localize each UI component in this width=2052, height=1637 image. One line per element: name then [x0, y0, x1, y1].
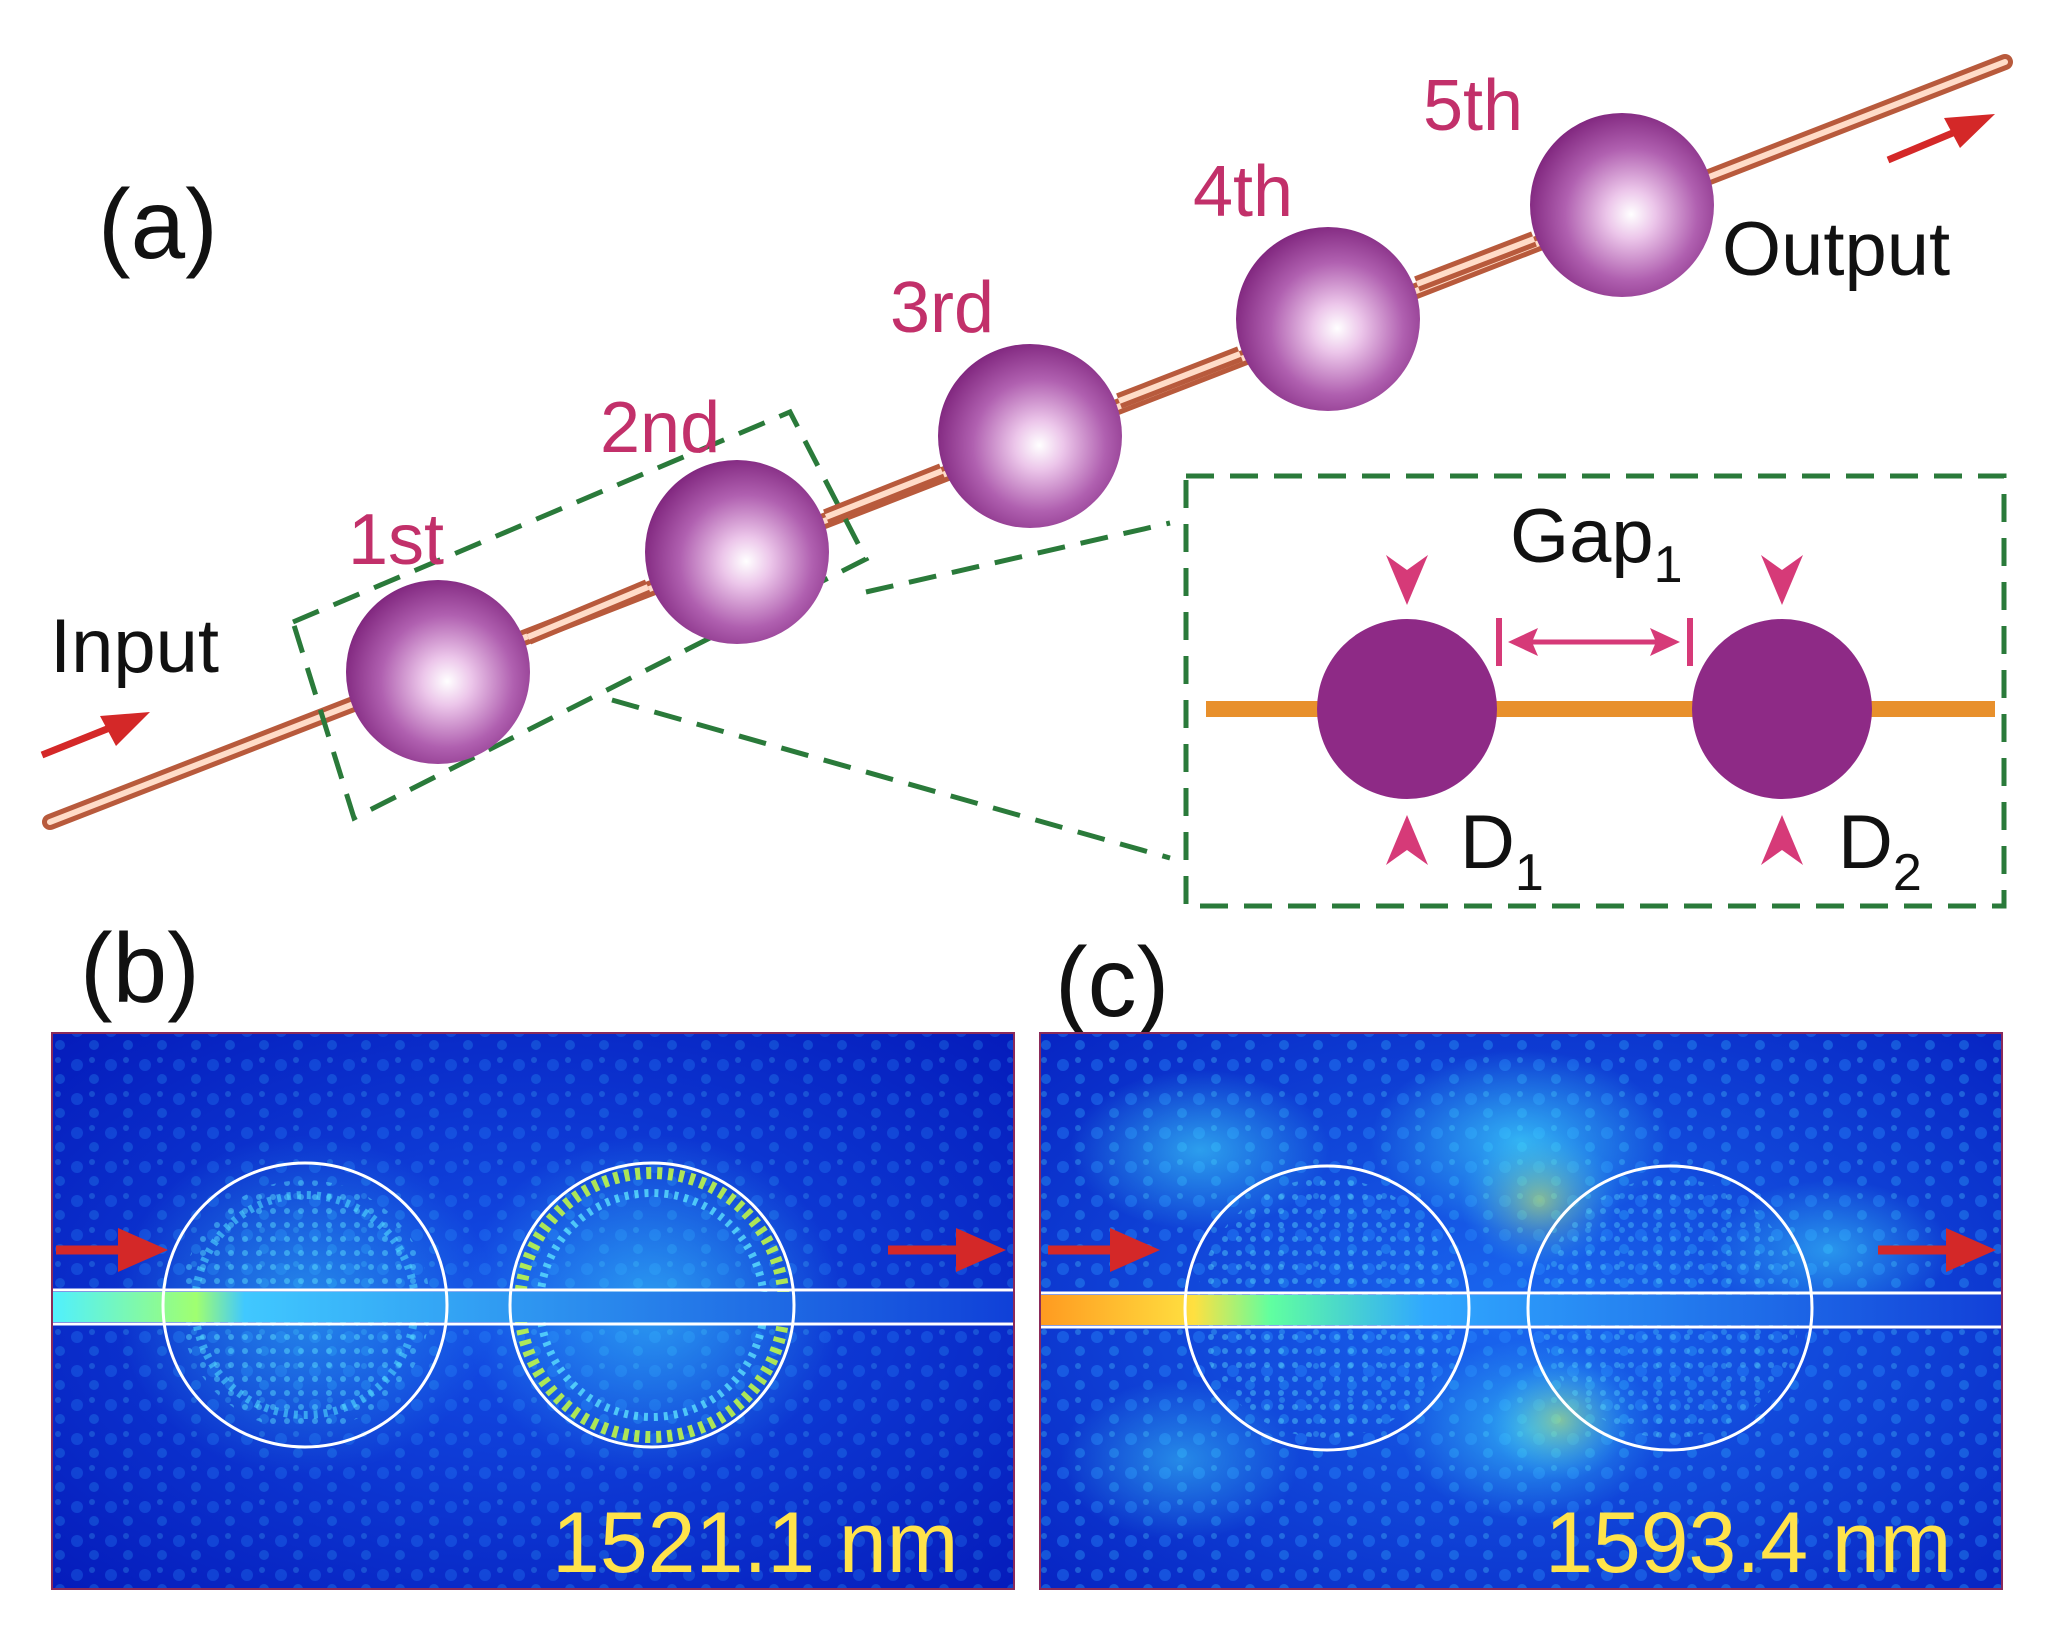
- input-arrow-c-head: [1110, 1228, 1160, 1272]
- d2-bottom-marker-notch: [1761, 850, 1803, 865]
- sphere-label-3: 3rd: [890, 268, 994, 348]
- zoom-line-top: [865, 520, 1171, 595]
- gap-subscript: 1: [1654, 536, 1683, 594]
- gap-arrow-right-head: [1650, 628, 1680, 656]
- sphere-4: [1236, 227, 1420, 411]
- resonator-outline-c-1: [1183, 1164, 1471, 1452]
- sphere-label-4: 4th: [1193, 152, 1293, 232]
- d1-subscript: 1: [1515, 844, 1544, 902]
- fiber-seg-2h: [824, 468, 944, 520]
- input-arrow-head: [100, 712, 150, 746]
- wavelength-label-b: 1521.1 nm: [552, 1495, 958, 1591]
- d2-bottom-marker: [1761, 815, 1803, 865]
- sphere-1: [346, 580, 530, 764]
- resonator-outline-b-2: [508, 1161, 796, 1449]
- panel-a: (a) Input Output 1st 2nd: [40, 54, 2013, 909]
- sphere-2: [645, 460, 829, 644]
- d1-top-marker-notch: [1386, 555, 1428, 570]
- gap-label: Gap1: [1510, 494, 1683, 594]
- sphere-label-2: 2nd: [600, 388, 720, 468]
- zoom-line-bottom: [611, 697, 1171, 861]
- sphere-label-5: 5th: [1423, 66, 1523, 146]
- input-arrow-b-head: [118, 1228, 168, 1272]
- fiber-seg-3h: [1117, 351, 1242, 404]
- inset: Gap1 D1 D2: [1183, 473, 2007, 909]
- field-map-b: [51, 1032, 1015, 1590]
- input-label: Input: [50, 604, 219, 689]
- output-arrow: [1886, 128, 1957, 164]
- wavelength-label-c: 1593.4 nm: [1545, 1495, 1951, 1591]
- panel-a-label: (a): [98, 169, 218, 279]
- d1-bottom-marker: [1386, 815, 1428, 865]
- inset-sphere-2: [1692, 619, 1872, 799]
- panel-c-label: (c): [1055, 927, 1169, 1037]
- panel-c: (c): [1039, 927, 2003, 1591]
- d2-label: D2: [1838, 800, 1922, 902]
- d2-top-marker: [1761, 555, 1803, 605]
- output-arrow-head: [1944, 114, 1995, 148]
- panel-b: (b) 1521.1 nm: [51, 913, 1015, 1591]
- d2-subscript: 2: [1893, 844, 1922, 902]
- output-label: Output: [1722, 207, 1950, 292]
- resonator-outline-b-1: [161, 1161, 449, 1449]
- output-arrow-c-head: [1946, 1228, 1996, 1272]
- resonator-outline-c-2: [1526, 1164, 1814, 1452]
- panel-b-label: (b): [80, 913, 200, 1023]
- sphere-5: [1530, 113, 1714, 297]
- input-arrow: [40, 723, 114, 759]
- sphere-3: [938, 344, 1122, 528]
- sphere-label-1: 1st: [348, 500, 444, 580]
- field-map-c: [1039, 1032, 2003, 1590]
- gap-arrow-left-head: [1508, 628, 1538, 656]
- d1-label: D1: [1460, 800, 1544, 902]
- d1-bottom-marker-notch: [1386, 850, 1428, 865]
- inset-sphere-1: [1317, 619, 1497, 799]
- d2-top-marker-notch: [1761, 555, 1803, 570]
- output-arrow-b-head: [956, 1228, 1006, 1272]
- fiber-seg-1h: [526, 584, 650, 640]
- selection-box: [289, 408, 870, 822]
- d1-top-marker: [1386, 555, 1428, 605]
- fiber-seg-4h: [1415, 236, 1536, 287]
